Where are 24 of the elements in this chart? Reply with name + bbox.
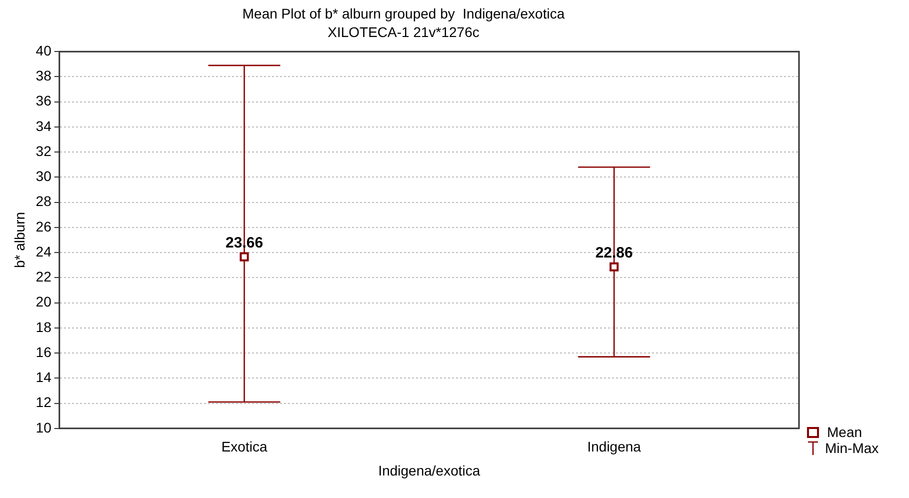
y-tick-label: 30	[36, 168, 52, 184]
y-tick-label: 24	[36, 243, 52, 260]
y-tick-label: 18	[36, 318, 52, 335]
y-tick-label: 34	[36, 118, 52, 134]
y-axis-title: b* alburn	[11, 212, 28, 268]
y-tick-label: 28	[36, 193, 52, 210]
x-axis-title: Indigena/exotica	[378, 462, 480, 478]
text: Min-Max	[825, 440, 879, 456]
y-tick-label: 26	[36, 218, 52, 234]
chart-title: Mean Plot of b* alburn grouped by Indigena/exotica	[242, 5, 565, 22]
y-tick-label: 20	[36, 294, 52, 310]
y-tick-label: 16	[36, 344, 52, 360]
x-tick-label: Indigena	[587, 438, 642, 455]
x-tick-label: Exotica	[221, 438, 268, 455]
y-tick-label: 22	[36, 268, 52, 285]
y-tick-label: 38	[36, 68, 52, 84]
y-tick-label: 36	[36, 92, 52, 109]
y-tick-label: 40	[36, 42, 52, 58]
legend-label: Mean	[827, 424, 862, 440]
chart-subtitle: XILOTECA-1 21v*1276c	[328, 24, 480, 40]
y-tick-label: 10	[36, 419, 52, 436]
y-tick-label: 14	[36, 369, 52, 386]
y-tick-label: 12	[36, 394, 52, 410]
y-tick-label: 32	[36, 142, 52, 159]
